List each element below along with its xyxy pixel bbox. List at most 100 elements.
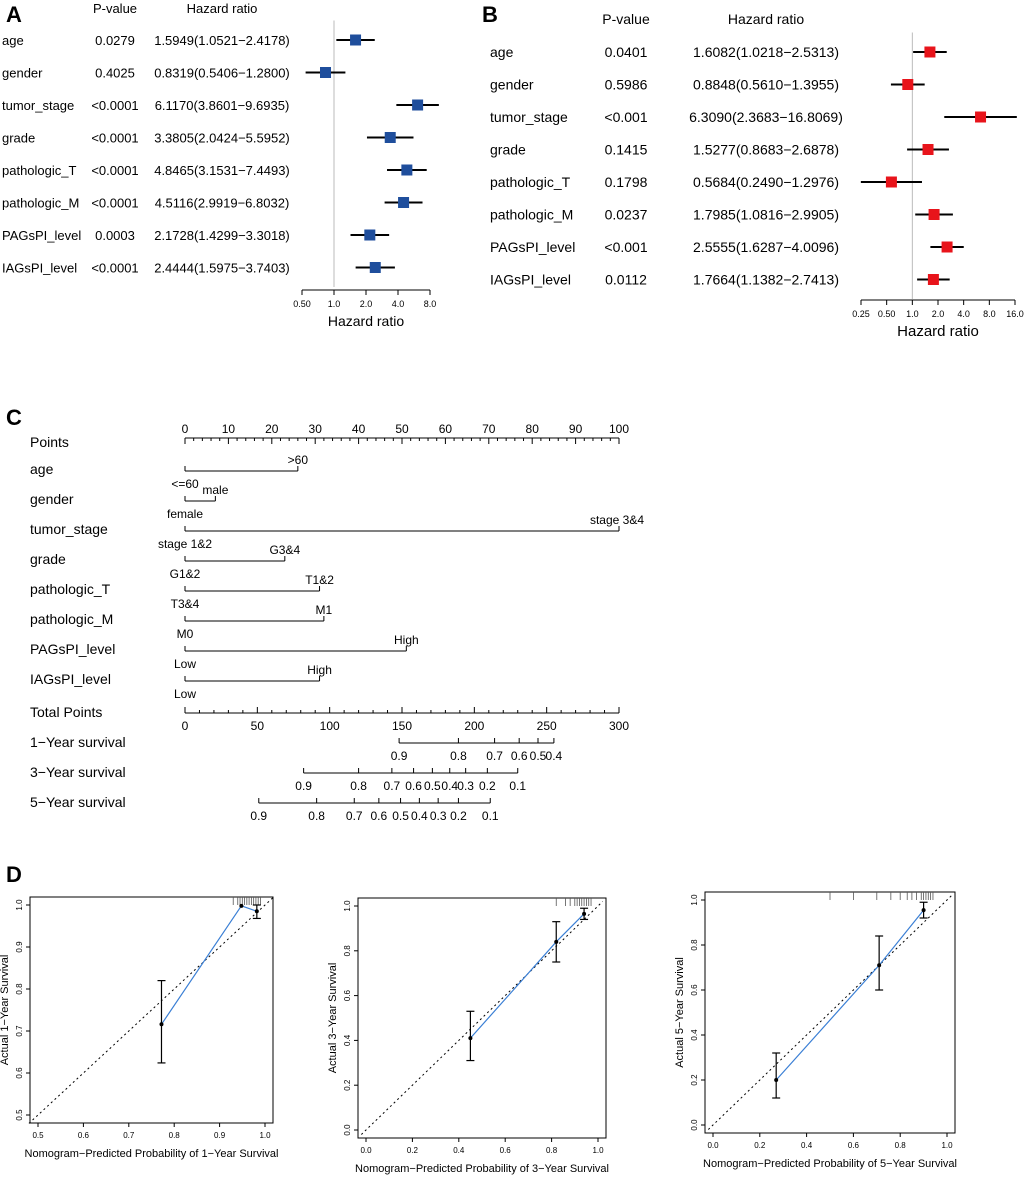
total-points-label: Total Points [30,704,102,720]
points-tick-label: 60 [439,422,453,436]
points-tick-label: 20 [265,422,279,436]
y-tick-label: 0.8 [690,939,699,951]
total-points-tick-label: 250 [537,719,557,733]
x-tick-label: 0.4 [801,1141,813,1150]
row-pvalue: <0.001 [604,109,647,125]
survival-tick-label: 0.5 [424,779,441,793]
x-axis-title: Nomogram−Predicted Probability of 1−Year… [25,1148,279,1160]
survival-tick-label: 0.3 [457,779,474,793]
row-pvalue: 0.0003 [95,228,135,243]
survival-axis-label: 5−Year survival [30,794,126,810]
row-pvalue: <0.0001 [91,98,138,113]
x-tick-label: 1.0 [941,1141,953,1150]
y-tick-label: 0.6 [15,1067,24,1079]
row-hazard-ratio: 1.5949(1.0521−2.4178) [154,33,290,48]
survival-axis-label: 3−Year survival [30,764,126,780]
variable-label: gender [30,491,74,507]
survival-axis-label: 1−Year survival [30,734,126,750]
calibration-plot-1-year: 0.5 0.6 0.7 0.8 0.9 1.0 0.5 0.6 0.7 0.8 0.9 1.0 Nomo… [0,896,279,1160]
variable-low-label: G1&2 [170,567,201,581]
ideal-diagonal [361,901,603,1135]
row-label: IAGsPI_level [2,261,77,276]
y-tick-label: 0.7 [15,1025,24,1037]
hr-marker [401,164,413,176]
row-label: IAGsPI_level [490,272,571,288]
y-tick-label: 0.9 [15,941,24,953]
variable-label: tumor_stage [30,521,108,537]
hr-marker [928,209,940,220]
variable-high-label: T1&2 [305,573,334,587]
points-label: Points [30,434,69,450]
survival-tick-label: 0.1 [509,779,526,793]
forest-plot-b: P-value Hazard ratio age 0.0401 1.6082(1.021… [490,11,1024,340]
row-hazard-ratio: 2.4444(1.5975−3.7403) [154,261,290,276]
row-label: tumor_stage [490,109,568,125]
plot-frame [357,897,607,1139]
variable-low-label: Low [174,687,196,701]
x-tick-label: 1.0 [328,299,341,309]
variable-low-label: stage 1&2 [158,537,212,551]
hr-marker [924,46,936,58]
survival-tick-label: 0.7 [384,779,401,793]
hr-marker [885,176,897,188]
row-pvalue: 0.5986 [605,77,648,93]
survival-tick-label: 0.8 [450,749,467,763]
y-tick-label: 0.6 [690,984,699,996]
row-pvalue: 0.4025 [95,66,135,81]
x-tick-label: 0.25 [852,309,870,319]
row-label: grade [490,142,526,158]
x-axis-title: Hazard ratio [328,313,404,329]
survival-tick-label: 0.6 [511,749,528,763]
row-hazard-ratio: 4.8465(3.1531−7.4493) [154,163,290,178]
panel-label-b: B [482,2,498,27]
y-tick-label: 0.5 [15,1109,24,1121]
survival-tick-label: 0.4 [441,779,458,793]
x-tick-label: 4.0 [392,299,405,309]
variable-low-label: female [167,507,203,521]
y-tick-label: 0.2 [343,1079,352,1091]
survival-tick-label: 0.9 [295,779,312,793]
x-tick-label: 0.2 [407,1146,419,1155]
points-tick-label: 90 [569,422,583,436]
calibration-point [159,1022,164,1027]
variable-low-label: Low [174,657,196,671]
row-label: PAGsPI_level [490,239,575,255]
y-tick-label: 1.0 [15,899,24,911]
row-pvalue: <0.0001 [91,261,138,276]
variable-high-label: M1 [316,603,333,617]
x-tick-label: 1.0 [259,1131,271,1140]
pvalue-header: P-value [602,11,650,27]
points-tick-label: 80 [526,422,540,436]
row-pvalue: 0.0112 [605,272,647,288]
forest-plot-a: P-value Hazard ratio age 0.0279 1.5949(1.052… [2,1,439,329]
variable-high-label: High [394,633,419,647]
row-pvalue: <0.0001 [91,196,138,211]
x-tick-label: 0.5 [32,1131,44,1140]
x-tick-label: 0.50 [878,309,896,319]
survival-tick-label: 0.7 [346,809,363,823]
calibration-line [775,909,925,1081]
panel-label-c: C [6,405,22,430]
variable-high-label: male [202,483,228,497]
survival-tick-label: 0.2 [479,779,496,793]
calibration-plot-5-year: 0.0 0.2 0.4 0.6 0.8 1.0 0.0 0.2 0.4 0.6 0.8 1.0 Nomo… [674,891,957,1170]
x-tick-label: 2.0 [360,299,373,309]
row-hazard-ratio: 6.3090(2.3683−16.8069) [689,109,843,125]
survival-tick-label: 0.8 [308,809,325,823]
row-hazard-ratio: 4.5116(2.9919−6.8032) [155,196,290,211]
x-tick-label: 0.0 [707,1141,719,1150]
variable-high-label: G3&4 [269,543,300,557]
survival-tick-label: 0.7 [486,749,503,763]
row-hazard-ratio: 1.7664(1.1382−2.7413) [693,272,839,288]
x-tick-label: 4.0 [957,309,970,319]
y-tick-label: 0.0 [343,1124,352,1136]
hr-marker [320,67,332,78]
variable-label: grade [30,551,66,567]
row-pvalue: <0.0001 [91,163,138,178]
calibration-point [921,908,926,913]
survival-tick-label: 0.4 [411,809,428,823]
calibration-point [774,1078,779,1082]
row-pvalue: <0.0001 [91,131,138,146]
hazard-ratio-header: Hazard ratio [728,11,804,27]
hr-marker [927,274,939,285]
